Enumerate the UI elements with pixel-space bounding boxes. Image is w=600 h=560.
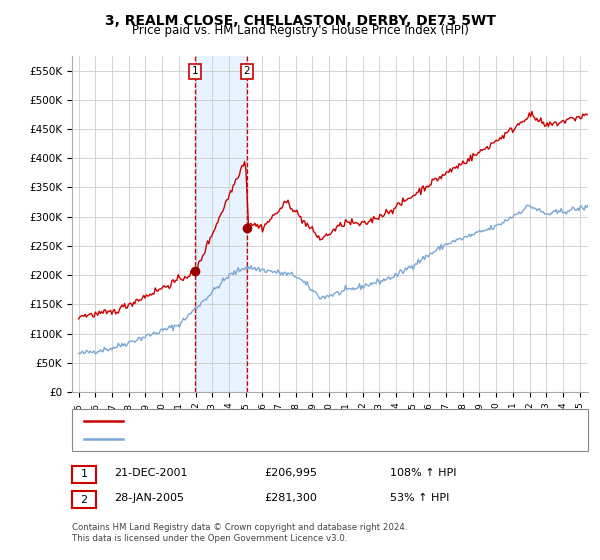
Text: 3, REALM CLOSE, CHELLASTON, DERBY, DE73 5WT: 3, REALM CLOSE, CHELLASTON, DERBY, DE73 … <box>104 14 496 28</box>
Text: 1: 1 <box>192 66 199 76</box>
Text: £281,300: £281,300 <box>264 493 317 503</box>
Text: 21-DEC-2001: 21-DEC-2001 <box>114 468 187 478</box>
Text: 2: 2 <box>244 66 250 76</box>
Text: HPI: Average price, detached house, City of Derby: HPI: Average price, detached house, City… <box>129 434 374 444</box>
Text: Price paid vs. HM Land Registry's House Price Index (HPI): Price paid vs. HM Land Registry's House … <box>131 24 469 36</box>
Text: 53% ↑ HPI: 53% ↑ HPI <box>390 493 449 503</box>
Text: 28-JAN-2005: 28-JAN-2005 <box>114 493 184 503</box>
Text: Contains HM Land Registry data © Crown copyright and database right 2024.
This d: Contains HM Land Registry data © Crown c… <box>72 524 407 543</box>
Text: 108% ↑ HPI: 108% ↑ HPI <box>390 468 457 478</box>
Bar <box>195 56 247 392</box>
Text: 2: 2 <box>80 494 88 505</box>
Text: £206,995: £206,995 <box>264 468 317 478</box>
Text: 3, REALM CLOSE, CHELLASTON, DERBY, DE73 5WT (detached house): 3, REALM CLOSE, CHELLASTON, DERBY, DE73 … <box>129 416 467 426</box>
Text: 1: 1 <box>80 469 88 479</box>
